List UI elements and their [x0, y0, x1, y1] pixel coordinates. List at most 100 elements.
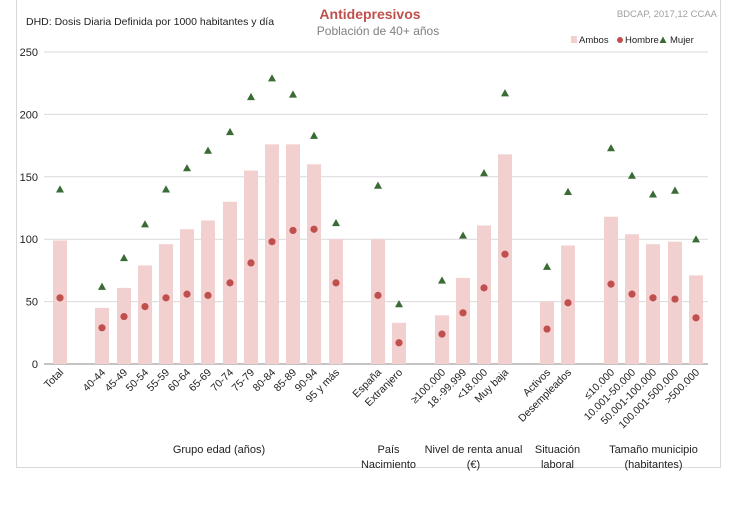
x-tick-label: 65-69: [187, 367, 215, 395]
marker-mujer: [501, 89, 509, 97]
marker-hombre: [310, 225, 318, 233]
marker-mujer: [162, 185, 170, 193]
marker-mujer: [120, 253, 128, 262]
x-tick-label: 40-44: [81, 367, 109, 395]
chart-subtitle: Población de 40+ años: [317, 24, 439, 38]
marker-mujer: [56, 185, 64, 193]
marker-mujer: [141, 220, 149, 228]
marker-hombre: [204, 291, 212, 299]
marker-mujer: [310, 131, 318, 139]
marker-hombre: [141, 302, 149, 311]
bar-ambos: [498, 154, 512, 364]
marker-hombre: [268, 238, 276, 246]
y-tick-label: 100: [20, 234, 38, 246]
group-label: Nacimiento: [361, 459, 416, 471]
marker-hombre: [162, 294, 170, 302]
marker-hombre: [56, 294, 64, 302]
bar-ambos: [159, 244, 173, 364]
marker-mujer: [480, 169, 488, 177]
marker-mujer: [671, 186, 679, 194]
y-tick-label: 50: [26, 297, 38, 309]
marker-mujer: [374, 181, 382, 189]
marker-mujer: [607, 144, 615, 152]
plot-area: 0 50 100 150 200 250 Total 40-4445-4950-5455-59…: [20, 35, 708, 471]
marker-mujer: [247, 92, 255, 101]
bar-ambos: [456, 277, 470, 364]
marker-mujer: [332, 218, 340, 227]
marker-hombre: [480, 284, 488, 292]
marker-mujer: [98, 282, 106, 290]
x-tick-label: Total: [42, 367, 66, 391]
marker-hombre: [628, 290, 636, 298]
bar-ambos: [668, 241, 682, 364]
y-tick-label: 150: [20, 172, 38, 184]
chart-title: Antidepresivos: [319, 6, 420, 22]
bar-ambos: [53, 240, 67, 364]
group-label: Grupo edad (años): [173, 444, 265, 456]
bar-ambos: [435, 315, 449, 364]
marker-hombre: [459, 309, 467, 317]
marker-mujer: [395, 300, 403, 308]
y-tick-label: 200: [20, 109, 38, 121]
x-tick-label: 70-74: [209, 367, 237, 395]
group-label: Nivel de renta anual: [425, 444, 523, 456]
marker-mujer: [692, 235, 700, 243]
x-tick-label: 50-54: [124, 367, 152, 395]
y-tick-label: 250: [20, 47, 38, 59]
marker-hombre: [607, 280, 615, 288]
legend-swatch-ambos: [571, 36, 577, 43]
bar-ambos: [371, 239, 385, 364]
marker-hombre: [564, 299, 572, 307]
x-tick-label: 55-59: [145, 367, 173, 395]
bar-ambos: [117, 287, 131, 364]
legend-swatch-hombre: [617, 37, 623, 43]
marker-hombre: [543, 325, 551, 333]
bar-ambos: [646, 244, 660, 364]
marker-hombre: [332, 279, 340, 287]
marker-hombre: [120, 312, 128, 321]
bar-ambos: [329, 239, 343, 364]
bar-ambos: [95, 307, 109, 364]
marker-hombre: [183, 290, 191, 298]
y-tick-label: 0: [32, 359, 38, 371]
marker-hombre: [226, 279, 234, 287]
group-label: País: [377, 444, 400, 456]
bar-ambos: [540, 301, 554, 364]
group-label: Tamaño municipio: [609, 444, 698, 456]
marker-hombre: [374, 291, 382, 299]
marker-mujer: [564, 187, 572, 195]
bar-ambos: [286, 144, 300, 364]
x-tick-label: 75-79: [230, 367, 258, 395]
x-tick-label: 80-84: [251, 367, 279, 395]
marker-mujer: [204, 146, 212, 154]
y-axis-label: DHD: Dosis Diaria Definida por 1000 habi…: [26, 16, 274, 28]
group-label: (habitantes): [624, 459, 682, 471]
bar-ambos: [307, 164, 321, 364]
bar-ambos: [625, 234, 639, 364]
bar-ambos: [244, 170, 258, 364]
bar-ambos: [265, 144, 279, 364]
marker-hombre: [438, 330, 446, 338]
marker-mujer: [226, 127, 234, 136]
marker-mujer: [268, 74, 276, 82]
legend-label-ambos: Ambos: [579, 35, 609, 46]
legend-swatch-mujer: [659, 36, 667, 43]
marker-hombre: [247, 259, 255, 267]
marker-mujer: [628, 171, 636, 179]
legend-label-mujer: Mujer: [670, 35, 694, 46]
marker-mujer: [543, 262, 551, 270]
marker-mujer: [459, 231, 467, 239]
x-tick-label: 45-49: [103, 367, 131, 395]
source-note: BDCAP, 2017,12 CCAA: [617, 9, 718, 20]
marker-mujer: [649, 190, 657, 198]
marker-mujer: [183, 164, 191, 172]
marker-hombre: [649, 294, 657, 302]
marker-hombre: [501, 250, 509, 258]
group-label: laboral: [541, 459, 574, 471]
marker-hombre: [98, 324, 106, 332]
legend-label-hombre: Hombre: [625, 35, 659, 46]
chart-frame: [16, 0, 721, 468]
group-label: Situación: [535, 444, 580, 456]
bar-ambos: [477, 225, 491, 364]
marker-hombre: [671, 295, 679, 303]
